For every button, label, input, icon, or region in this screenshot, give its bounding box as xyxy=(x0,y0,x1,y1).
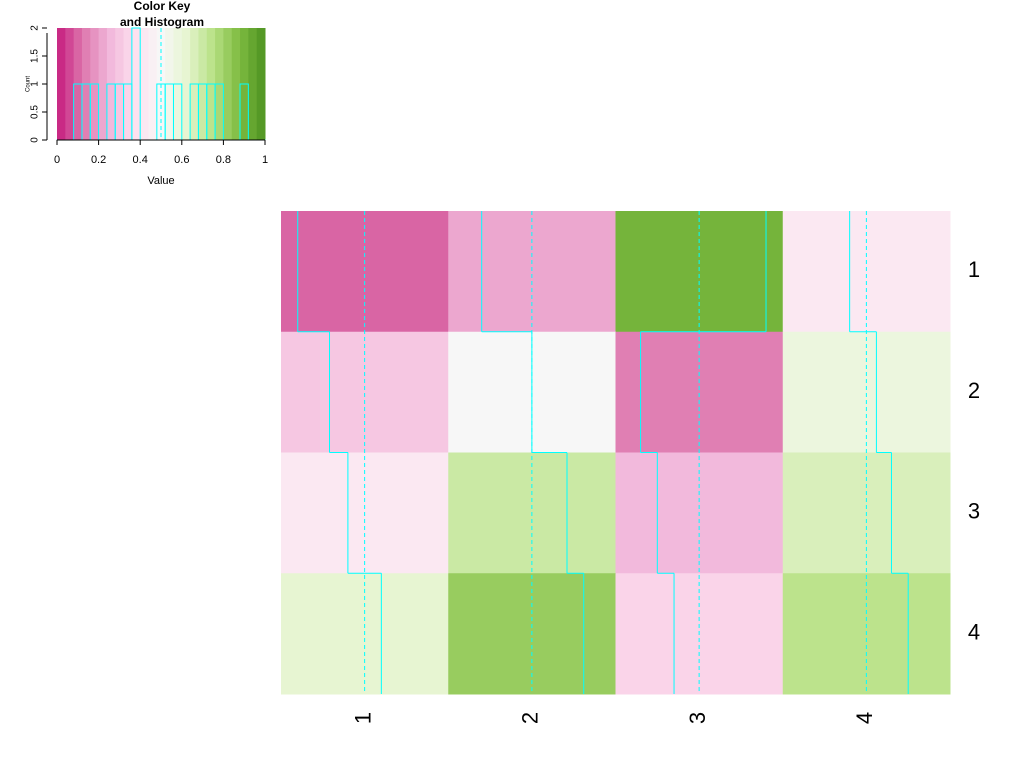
x-tick-label: 0.8 xyxy=(216,154,231,166)
key-swatch xyxy=(140,28,150,140)
y-tick-label: 2 xyxy=(30,25,41,31)
y-tick-label: 1.5 xyxy=(30,49,41,63)
y-axis-label: Count xyxy=(26,76,32,92)
heatmap-cell xyxy=(615,211,784,333)
column-label: 4 xyxy=(852,712,877,724)
heatmap-cell xyxy=(448,211,616,333)
key-title: and Histogram xyxy=(120,15,204,29)
column-label: 1 xyxy=(350,712,375,724)
key-swatch xyxy=(181,28,191,140)
key-swatch xyxy=(98,28,108,140)
key-swatch xyxy=(65,28,75,140)
row-label: 3 xyxy=(968,499,980,524)
x-axis-label: Value xyxy=(147,175,174,187)
heatmap-cell xyxy=(782,211,951,333)
key-swatch xyxy=(131,28,141,140)
key-swatch xyxy=(148,28,158,140)
y-tick-label: 0 xyxy=(30,137,41,143)
key-swatch xyxy=(57,28,66,140)
y-tick-label: 1 xyxy=(30,81,41,87)
heatmap-cell xyxy=(281,331,449,453)
key-swatch xyxy=(248,28,258,140)
row-label: 1 xyxy=(968,257,980,282)
x-tick-label: 0.2 xyxy=(91,154,106,166)
x-tick-label: 0 xyxy=(54,154,60,166)
column-label: 3 xyxy=(685,712,710,724)
y-tick-label: 0.5 xyxy=(30,105,41,119)
heatmap-cell xyxy=(782,331,951,453)
key-title: Color Key xyxy=(134,0,191,13)
row-label: 4 xyxy=(968,619,980,644)
key-swatch xyxy=(256,28,266,140)
key-swatch xyxy=(231,28,241,140)
heatmap-cell xyxy=(281,211,449,333)
column-label: 2 xyxy=(518,712,543,724)
x-tick-label: 0.6 xyxy=(174,154,189,166)
x-tick-label: 0.4 xyxy=(133,154,148,166)
x-tick-label: 1 xyxy=(262,154,268,166)
row-label: 2 xyxy=(968,378,980,403)
key-swatch xyxy=(223,28,233,140)
